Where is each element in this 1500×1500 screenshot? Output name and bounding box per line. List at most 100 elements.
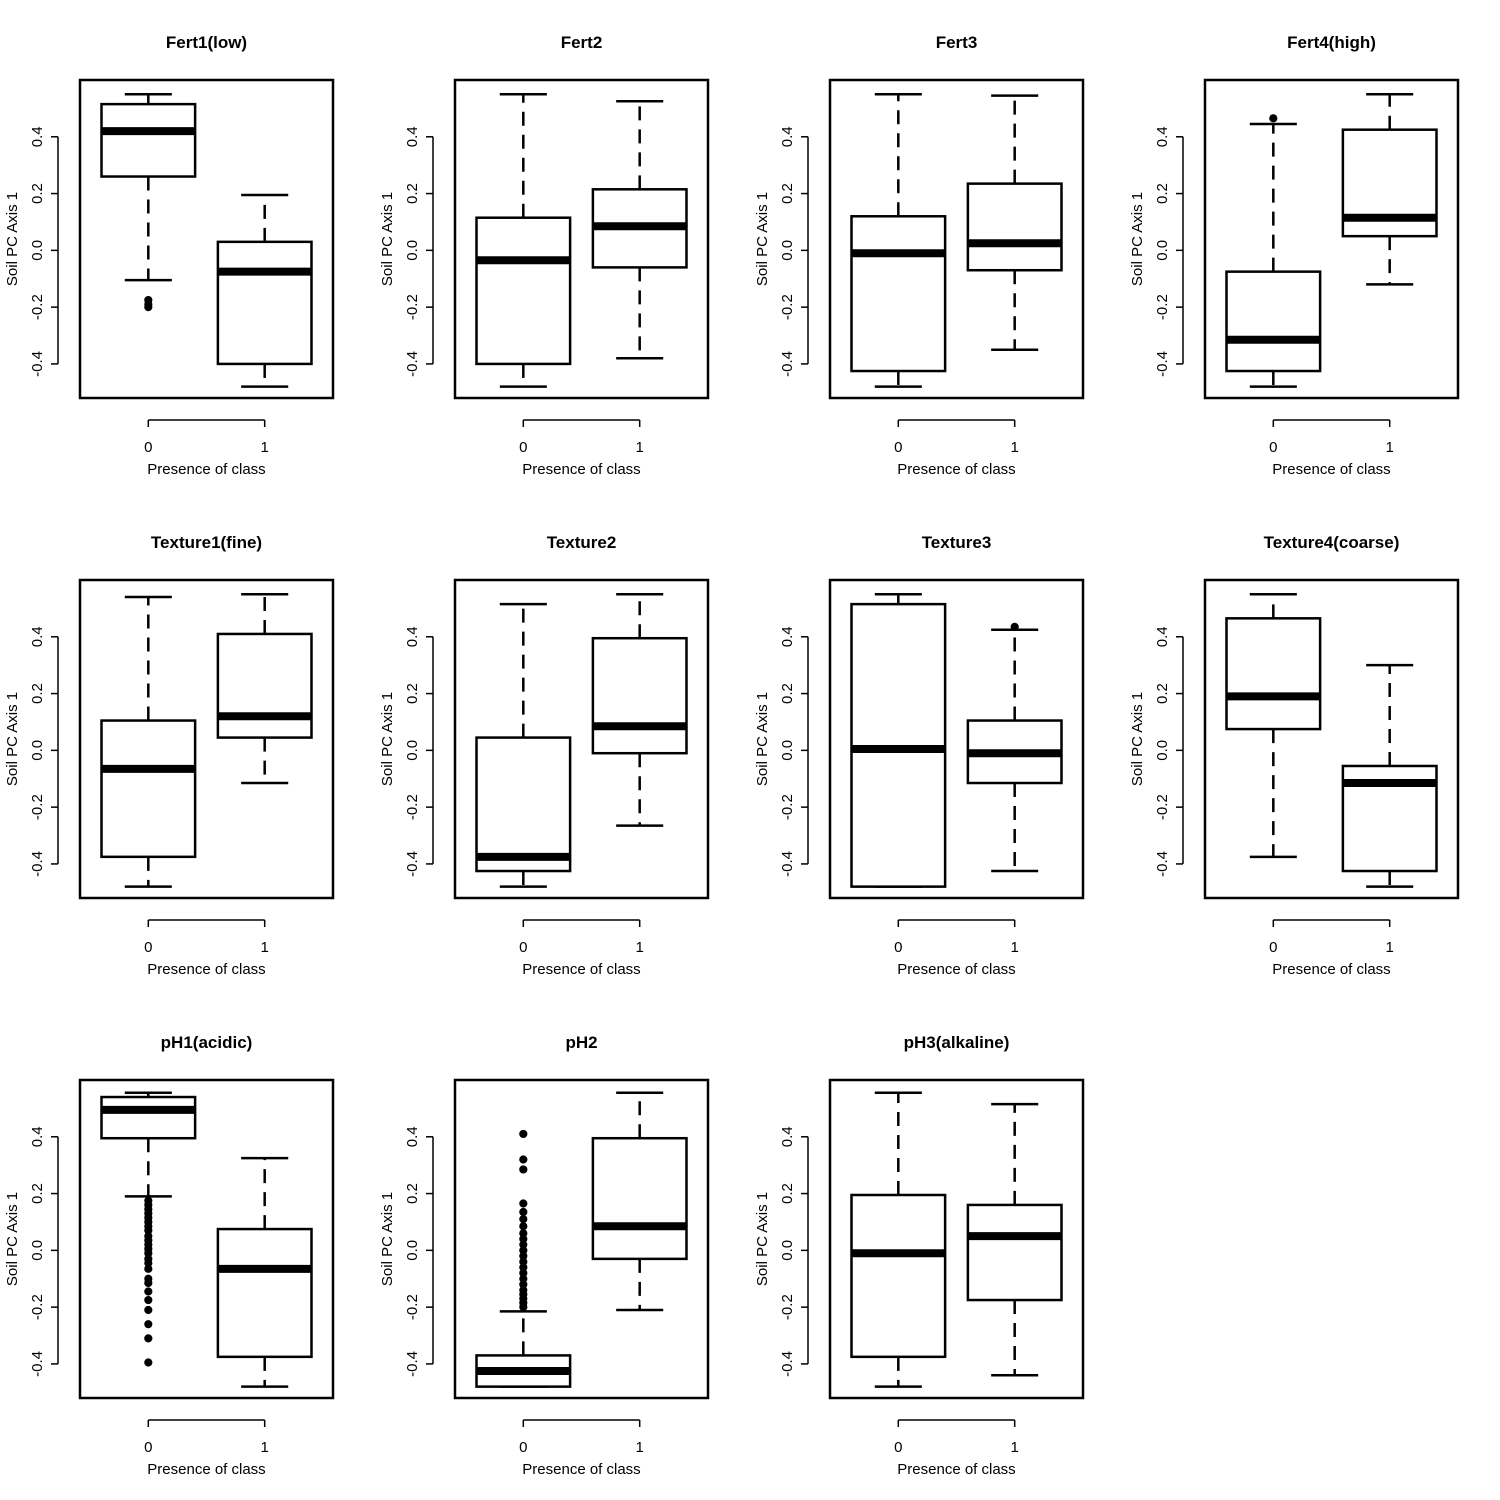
outlier-point (519, 1165, 528, 1174)
outlier-point (1269, 114, 1278, 123)
panel-title: Fert4(high) (1287, 33, 1376, 52)
y-tick-label: -0.4 (1154, 351, 1171, 377)
y-tick-label: 0.4 (404, 126, 421, 147)
box-1 (966, 1102, 1063, 1377)
y-tick-label: 0.0 (1154, 740, 1171, 761)
panel-9: pH2 -0.4 -0.2 0.0 0.2 0.4 Soil PC Axis 1 0 1 Pres… (379, 1033, 710, 1478)
y-tick-label: 0.4 (29, 626, 46, 647)
plot-frame (1203, 78, 1460, 400)
x-tick-label: 1 (636, 939, 644, 956)
box-0 (100, 595, 197, 888)
outlier-point (519, 1155, 528, 1164)
x-tick-label: 1 (261, 439, 269, 456)
x-axis-label: Presence of class (897, 961, 1015, 978)
x-tick-label: 1 (1386, 439, 1394, 456)
box-1 (591, 1091, 688, 1312)
plot-frame (78, 1078, 335, 1400)
panel-1: Fert2 -0.4 -0.2 0.0 0.2 0.4 Soil PC Axis 1 0 1 Pr… (379, 33, 710, 478)
iqr-box (100, 719, 197, 859)
box-0 (850, 592, 947, 888)
y-tick-label: -0.2 (29, 1294, 46, 1320)
panel-10: pH3(alkaline) -0.4 -0.2 0.0 0.2 0.4 Soil PC Ax… (754, 1033, 1085, 1478)
y-tick-label: 0.4 (29, 1126, 46, 1147)
outlier-point (1010, 622, 1019, 631)
y-tick-label: 0.0 (29, 740, 46, 761)
y-tick-label: 0.2 (1154, 683, 1171, 704)
x-tick-label: 0 (144, 939, 152, 956)
iqr-box (216, 240, 313, 366)
box-1 (591, 100, 688, 360)
x-axis-label: Presence of class (147, 461, 265, 478)
x-tick-label: 0 (144, 1439, 152, 1456)
panel-title: pH3(alkaline) (904, 1033, 1010, 1052)
outlier-point (144, 1358, 153, 1367)
x-axis-label: Presence of class (522, 961, 640, 978)
y-axis-label: Soil PC Axis 1 (1129, 692, 1146, 786)
box-0 (1225, 114, 1322, 388)
outlier-point (144, 1305, 153, 1315)
box-0 (475, 602, 572, 888)
y-tick-label: 0.4 (779, 1126, 796, 1147)
plot-frame (453, 78, 710, 400)
y-tick-label: -0.2 (1154, 794, 1171, 820)
panel-title: Texture1(fine) (151, 533, 262, 552)
y-tick-label: 0.2 (404, 1183, 421, 1204)
outlier-point (144, 1264, 153, 1273)
iqr-box (100, 1095, 197, 1140)
y-axis-label: Soil PC Axis 1 (4, 1192, 21, 1286)
panel-8: pH1(acidic) -0.4 -0.2 0.0 0.2 0.4 Soil PC Axis… (4, 1033, 335, 1478)
y-tick-label: -0.4 (29, 851, 46, 877)
box-1 (1341, 92, 1438, 286)
box-1 (1341, 663, 1438, 888)
y-tick-label: 0.0 (1154, 240, 1171, 261)
panel-title: Texture4(coarse) (1264, 533, 1400, 552)
y-axis-label: Soil PC Axis 1 (379, 192, 396, 286)
y-axis-label: Soil PC Axis 1 (754, 1192, 771, 1286)
y-tick-label: 0.2 (779, 183, 796, 204)
x-tick-label: 1 (1386, 939, 1394, 956)
panel-3: Fert4(high) -0.4 -0.2 0.0 0.2 0.4 Soil PC Axis… (1129, 33, 1460, 478)
y-axis-label: Soil PC Axis 1 (4, 192, 21, 286)
outlier-point (144, 1334, 153, 1343)
y-tick-label: -0.4 (779, 351, 796, 377)
y-tick-label: 0.0 (779, 1240, 796, 1261)
panel-title: pH1(acidic) (161, 1033, 253, 1052)
iqr-box (1225, 270, 1322, 373)
panel-2: Fert3 -0.4 -0.2 0.0 0.2 0.4 Soil PC Axis 1 0 1 Pr… (754, 33, 1085, 478)
x-tick-label: 0 (894, 1439, 902, 1456)
x-axis-label: Presence of class (1272, 461, 1390, 478)
y-tick-label: -0.2 (404, 1294, 421, 1320)
panel-6: Texture3 -0.4 -0.2 0.0 0.2 0.4 Soil PC Axis 1 0… (754, 533, 1085, 978)
plot-frame (453, 578, 710, 900)
box-1 (216, 1156, 313, 1388)
y-tick-label: 0.4 (1154, 126, 1171, 147)
box-0 (475, 92, 572, 388)
panel-4: Texture1(fine) -0.4 -0.2 0.0 0.2 0.4 Soil PC A… (4, 533, 335, 978)
y-tick-label: -0.4 (29, 351, 46, 377)
y-tick-label: 0.0 (29, 1240, 46, 1261)
y-tick-label: -0.2 (779, 794, 796, 820)
box-1 (216, 193, 313, 388)
y-tick-label: -0.4 (779, 851, 796, 877)
outlier-point (144, 1278, 153, 1288)
box-0 (100, 92, 197, 312)
y-tick-label: 0.0 (779, 740, 796, 761)
panel-title: Texture3 (922, 533, 992, 552)
x-tick-label: 0 (894, 939, 902, 956)
x-tick-label: 0 (144, 439, 152, 456)
y-axis-label: Soil PC Axis 1 (754, 692, 771, 786)
x-axis-label: Presence of class (1272, 961, 1390, 978)
y-tick-label: -0.4 (779, 1351, 796, 1377)
box-1 (216, 592, 313, 785)
panel-0: Fert1(low) -0.4 -0.2 0.0 0.2 0.4 Soil PC Axis … (4, 33, 335, 478)
y-tick-label: 0.2 (1154, 183, 1171, 204)
y-tick-label: 0.2 (29, 1183, 46, 1204)
y-tick-label: 0.4 (779, 626, 796, 647)
plot-frame (78, 78, 335, 400)
y-tick-label: 0.0 (29, 240, 46, 261)
y-tick-label: 0.4 (404, 1126, 421, 1147)
plot-frame (453, 1078, 710, 1400)
x-tick-label: 1 (636, 439, 644, 456)
iqr-box (100, 102, 197, 178)
box-0 (850, 1091, 947, 1388)
